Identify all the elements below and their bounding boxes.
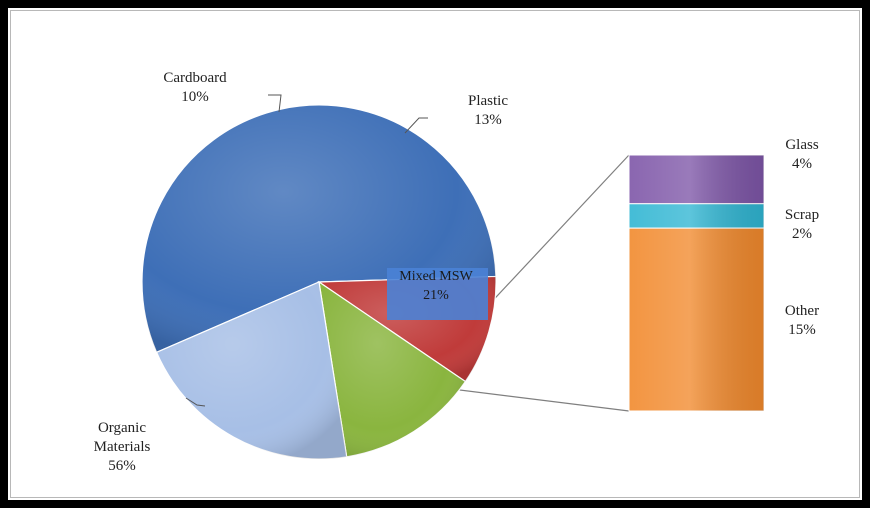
label-mixed-msw-line-2: 21% xyxy=(423,288,449,303)
label-mixed-msw-line-1: Mixed MSW xyxy=(399,269,473,284)
bar-segment-shading-glass xyxy=(629,155,764,204)
label-plastic-line-1: Plastic xyxy=(468,93,508,109)
label-organic-materials-line-1: Organic xyxy=(98,420,146,436)
label-organic-materials-line-2: Materials xyxy=(94,439,151,455)
label-glass-line-2: 4% xyxy=(792,156,812,172)
label-scrap-line-2: 2% xyxy=(792,226,812,242)
label-cardboard-line-1: Cardboard xyxy=(163,70,227,86)
leader-line-plastic xyxy=(404,117,428,134)
bar-segment-shading-other xyxy=(629,228,764,411)
label-other-line-2: 15% xyxy=(788,322,816,338)
label-cardboard-line-2: 10% xyxy=(181,89,209,105)
label-scrap-line-1: Scrap xyxy=(785,207,819,223)
label-other-line-1: Other xyxy=(785,303,819,319)
bar-segment-shading-scrap xyxy=(629,203,764,229)
label-plastic-line-2: 13% xyxy=(474,112,502,128)
leader-line-organic-materials xyxy=(185,397,206,407)
leader-line-cardboard xyxy=(268,94,282,113)
label-glass-line-1: Glass xyxy=(785,137,818,153)
label-box-mixed-msw xyxy=(387,268,488,320)
label-organic-materials-line-3: 56% xyxy=(108,458,136,474)
